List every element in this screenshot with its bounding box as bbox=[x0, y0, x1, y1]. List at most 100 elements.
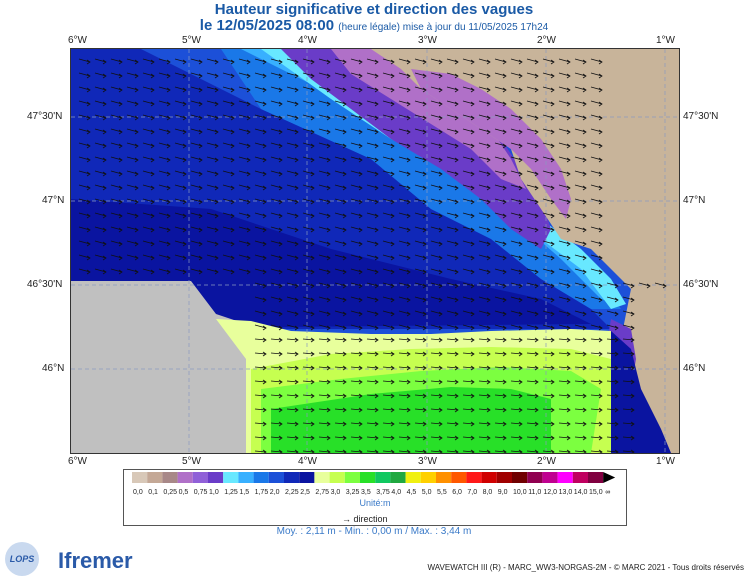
direction-arrow bbox=[462, 379, 475, 385]
direction-arrow bbox=[446, 407, 459, 413]
direction-arrow bbox=[270, 421, 283, 427]
direction-arrow bbox=[382, 156, 395, 163]
direction-arrow bbox=[542, 268, 555, 275]
direction-arrow bbox=[478, 379, 491, 385]
direction-arrow bbox=[574, 198, 587, 205]
direction-arrow bbox=[430, 268, 443, 275]
direction-arrow bbox=[350, 58, 363, 65]
direction-arrow bbox=[526, 240, 539, 247]
direction-arrow bbox=[206, 198, 219, 205]
direction-arrow bbox=[542, 421, 555, 427]
direction-arrow bbox=[142, 128, 155, 135]
direction-arrow bbox=[446, 351, 459, 357]
direction-arrow bbox=[478, 100, 491, 107]
direction-arrow bbox=[318, 156, 331, 163]
direction-arrow bbox=[350, 449, 363, 453]
direction-arrow bbox=[254, 58, 267, 65]
direction-arrow bbox=[382, 114, 395, 121]
direction-arrow bbox=[286, 268, 299, 275]
direction-arrow bbox=[286, 212, 299, 219]
direction-arrow bbox=[270, 212, 283, 219]
direction-arrow bbox=[574, 156, 587, 163]
legend-swatch bbox=[542, 472, 558, 483]
direction-arrow bbox=[590, 324, 603, 331]
direction-arrow bbox=[286, 351, 299, 357]
legend-value-label: 6,0 bbox=[452, 489, 462, 496]
direction-arrow bbox=[558, 324, 571, 331]
sea-purple-coastal-zone bbox=[281, 49, 551, 249]
direction-arrow bbox=[270, 72, 283, 79]
direction-arrow bbox=[558, 170, 571, 177]
direction-arrow bbox=[302, 58, 315, 65]
direction-arrow bbox=[302, 226, 315, 233]
direction-arrow bbox=[446, 324, 459, 331]
direction-arrow bbox=[606, 393, 619, 399]
direction-arrow bbox=[446, 142, 459, 149]
direction-arrow bbox=[462, 240, 475, 247]
direction-arrow bbox=[574, 240, 587, 247]
direction-arrow bbox=[366, 407, 379, 413]
direction-arrow bbox=[590, 310, 603, 317]
direction-arrow bbox=[270, 449, 283, 453]
direction-arrow bbox=[318, 72, 331, 79]
legend-value-label: 9,0 bbox=[498, 489, 508, 496]
direction-arrow bbox=[174, 86, 187, 93]
direction-arrow bbox=[158, 114, 171, 121]
direction-arrow bbox=[494, 114, 507, 121]
direction-arrow bbox=[334, 310, 347, 317]
legend-value-label: 2,75 bbox=[315, 489, 329, 496]
direction-arrow bbox=[318, 240, 331, 247]
direction-arrow bbox=[510, 365, 523, 371]
direction-arrow bbox=[158, 86, 171, 93]
legend-value-label: 2,5 bbox=[300, 489, 310, 496]
direction-arrow bbox=[526, 184, 539, 191]
direction-arrow bbox=[574, 449, 587, 453]
legend-swatch bbox=[268, 472, 284, 483]
direction-arrow bbox=[574, 365, 587, 371]
direction-arrow bbox=[382, 379, 395, 385]
direction-arrow bbox=[542, 170, 555, 177]
direction-arrow bbox=[254, 142, 267, 149]
direction-arrow bbox=[574, 379, 587, 385]
direction-arrow bbox=[510, 58, 523, 65]
direction-arrow bbox=[350, 268, 363, 275]
direction-arrow bbox=[302, 254, 315, 261]
direction-arrow bbox=[526, 393, 539, 399]
lon-label-top-3w: 3°W bbox=[418, 35, 437, 46]
direction-arrow bbox=[238, 100, 251, 107]
direction-arrow bbox=[158, 58, 171, 65]
direction-arrow bbox=[494, 254, 507, 261]
direction-arrow bbox=[478, 365, 491, 371]
direction-arrow bbox=[558, 100, 571, 107]
direction-arrow bbox=[190, 254, 203, 261]
direction-arrow bbox=[190, 226, 203, 233]
direction-arrow bbox=[318, 268, 331, 275]
direction-arrow bbox=[110, 170, 123, 177]
direction-arrow bbox=[254, 128, 267, 135]
direction-arrow bbox=[366, 156, 379, 163]
direction-arrow bbox=[414, 449, 427, 453]
direction-arrow bbox=[414, 100, 427, 107]
direction-arrow bbox=[478, 86, 491, 93]
direction-arrow bbox=[478, 156, 491, 163]
direction-arrow bbox=[334, 86, 347, 93]
direction-arrow bbox=[590, 100, 603, 107]
wave-map[interactable] bbox=[70, 48, 680, 454]
direction-arrow bbox=[558, 296, 571, 303]
direction-arrow bbox=[110, 58, 123, 65]
direction-arrow bbox=[286, 170, 299, 177]
direction-arrow bbox=[446, 212, 459, 219]
direction-arrow bbox=[334, 72, 347, 79]
legend-value-label: 7,0 bbox=[467, 489, 477, 496]
direction-arrow bbox=[526, 100, 539, 107]
direction-arrow bbox=[510, 170, 523, 177]
direction-arrow bbox=[510, 226, 523, 233]
direction-arrow bbox=[542, 58, 555, 65]
direction-arrow bbox=[94, 156, 107, 163]
direction-arrow bbox=[574, 393, 587, 399]
direction-arrow bbox=[94, 226, 107, 233]
direction-arrow bbox=[270, 100, 283, 107]
direction-arrow bbox=[318, 310, 331, 317]
legend-value-label: 1,5 bbox=[239, 489, 249, 496]
direction-arrow bbox=[478, 226, 491, 233]
